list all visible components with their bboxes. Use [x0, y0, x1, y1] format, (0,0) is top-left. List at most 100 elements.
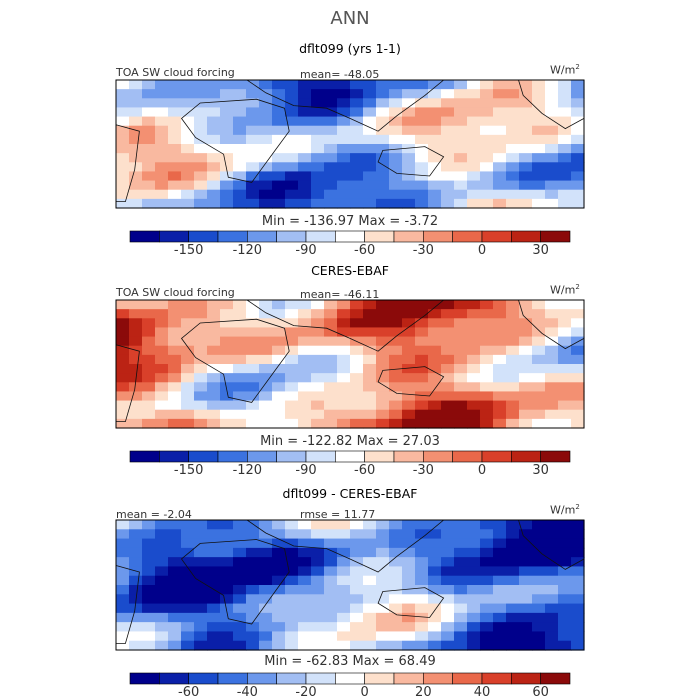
map-cell [571, 198, 585, 209]
map-cell [194, 585, 208, 595]
map-cell [246, 373, 260, 383]
map-cell [129, 631, 143, 642]
map-cell [558, 382, 572, 393]
map-cell [259, 575, 273, 586]
map-cell [129, 80, 143, 90]
map-cell [155, 631, 169, 642]
map-cell [415, 189, 429, 200]
map-cell [519, 382, 533, 393]
map-cell [363, 345, 377, 356]
map-cell [493, 300, 507, 310]
map-cell [259, 566, 273, 577]
map-cell [194, 603, 208, 614]
map-cell [467, 345, 481, 356]
map-cell [454, 107, 468, 118]
map-cell [480, 585, 494, 595]
map-cell [233, 300, 247, 310]
map-cell [272, 180, 286, 191]
map-cell [428, 364, 442, 374]
map-cell [129, 134, 143, 145]
map-cell [116, 89, 130, 99]
map-cell [467, 171, 481, 182]
colorbar-swatch [364, 450, 395, 463]
map-cell [246, 640, 260, 651]
map-cell [181, 622, 195, 633]
map-cell [493, 538, 507, 549]
map-cell [194, 80, 208, 90]
map-cell [155, 640, 169, 651]
map-cell [545, 354, 559, 365]
map-cell [168, 538, 182, 549]
map-cell [454, 134, 468, 145]
map-cell [376, 612, 390, 623]
map-cell [233, 162, 247, 173]
map-cell [311, 345, 325, 356]
map-cell [272, 89, 286, 99]
map-cell [350, 180, 364, 191]
map-cell [311, 144, 325, 154]
map-cell [155, 345, 169, 356]
map-cell [246, 198, 260, 209]
map-cell [571, 520, 585, 530]
map-cell [181, 373, 195, 383]
map-cell [285, 622, 299, 633]
map-cell [532, 373, 546, 383]
map-cell [389, 520, 403, 530]
map-cell [454, 89, 468, 99]
map-cell [402, 364, 416, 374]
map-cell [506, 198, 520, 209]
map-cell [519, 575, 533, 586]
map-cell [259, 327, 273, 338]
map-cell [207, 98, 221, 109]
map-cell [428, 171, 442, 182]
map-cell [259, 318, 273, 329]
map-cell [506, 391, 520, 402]
map-cell [233, 640, 247, 651]
map-cell [337, 80, 351, 90]
map-cell [285, 400, 299, 411]
map-cell [376, 529, 390, 540]
map-cell [428, 557, 442, 568]
map-cell [558, 327, 572, 338]
map-cell [519, 309, 533, 319]
map-cell [233, 327, 247, 338]
map-cell [480, 116, 494, 127]
map-cell [376, 391, 390, 402]
map-cell [415, 116, 429, 127]
map-cell [129, 107, 143, 118]
map-cell [259, 345, 273, 356]
map-cell [428, 162, 442, 173]
colorbar-swatch [276, 230, 307, 243]
map-cell [480, 640, 494, 651]
map-cell [558, 309, 572, 319]
map-cell [428, 198, 442, 209]
map-cell [155, 134, 169, 145]
colorbar-swatch [217, 450, 248, 463]
map-cell [220, 538, 234, 549]
map-cell [454, 400, 468, 411]
map-cell [285, 180, 299, 191]
map-cell [116, 594, 130, 605]
map-cell [545, 107, 559, 118]
map-cell [545, 80, 559, 90]
map-cell [402, 603, 416, 614]
map-cell [311, 198, 325, 209]
map-cell [116, 354, 130, 365]
map-cell [571, 345, 585, 356]
map-cell [389, 116, 403, 127]
map-cell [441, 594, 455, 605]
map-cell [233, 566, 247, 577]
map-cell [324, 382, 338, 393]
map-cell [298, 585, 312, 595]
map-cell [168, 134, 182, 145]
map-cell [272, 547, 286, 558]
map-cell [233, 80, 247, 90]
map-cell [415, 400, 429, 411]
map-cell [428, 585, 442, 595]
map-cell [142, 171, 156, 182]
map-cell [324, 538, 338, 549]
map-cell [506, 640, 520, 651]
map-cell [389, 125, 403, 136]
map-cell [532, 557, 546, 568]
map-cell [480, 153, 494, 163]
